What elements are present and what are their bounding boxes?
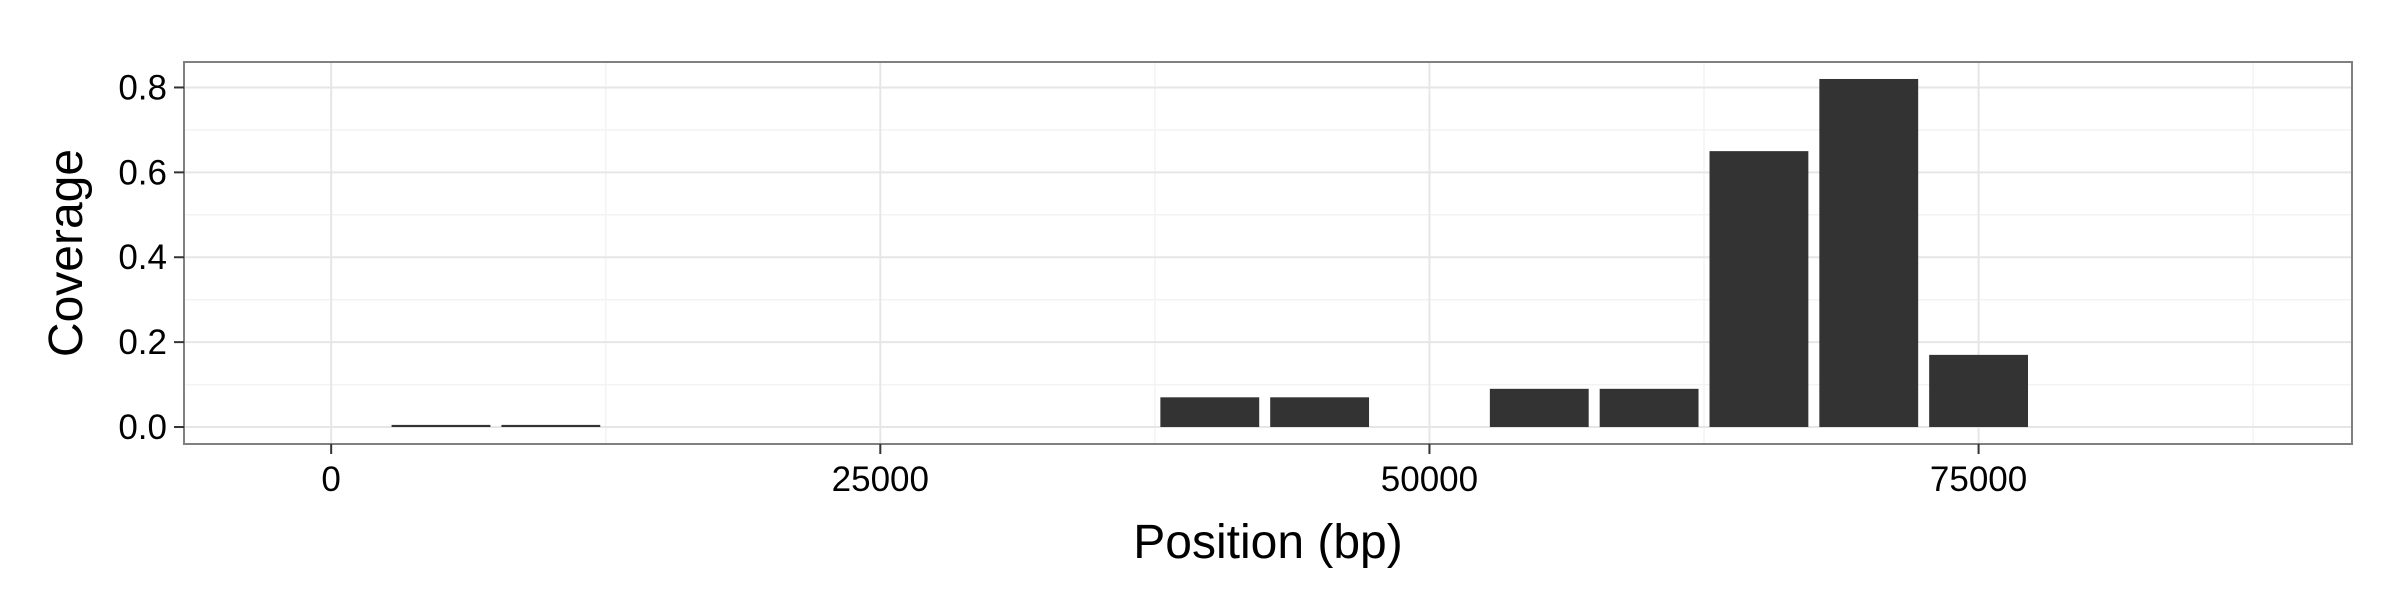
x-tick-label: 50000 — [1381, 460, 1478, 499]
x-tick-label: 25000 — [832, 460, 929, 499]
bar — [1489, 388, 1589, 428]
x-axis-title: Position (bp) — [1133, 516, 1402, 569]
bar — [391, 424, 491, 428]
x-tick-label: 0 — [321, 460, 340, 499]
y-tick-label: 0.0 — [118, 408, 167, 447]
y-axis-title: Coverage — [40, 149, 93, 357]
y-tick-label: 0.6 — [118, 153, 167, 192]
bar — [1929, 354, 2029, 428]
bar — [1599, 388, 1699, 428]
grid-lines — [184, 62, 2352, 444]
y-tick-label: 0.2 — [118, 323, 167, 362]
y-tick-label: 0.4 — [118, 238, 167, 277]
bar — [1819, 78, 1919, 428]
axes: 0 25000 50000 75000 0.0 0.2 0.4 0.6 0.8 — [118, 68, 2027, 499]
bar — [1709, 151, 1809, 428]
bars — [391, 78, 2029, 428]
x-tick-label: 75000 — [1930, 460, 2027, 499]
plot-panel-border — [183, 61, 2353, 445]
y-tick-label: 0.8 — [118, 68, 167, 107]
bar — [1270, 397, 1370, 428]
bar — [501, 424, 601, 428]
bar — [1160, 397, 1260, 428]
